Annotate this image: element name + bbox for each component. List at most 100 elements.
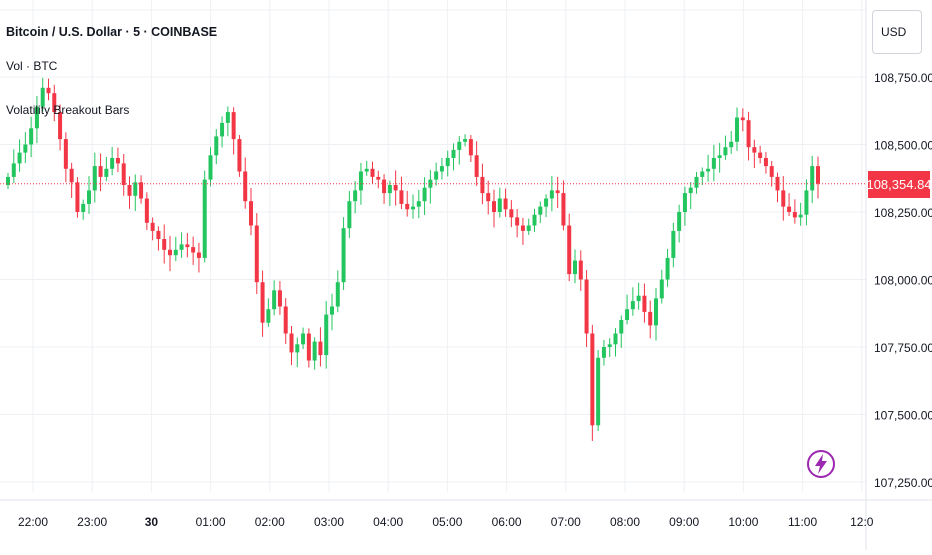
candle-body: [625, 309, 630, 320]
candle-body: [544, 198, 549, 207]
candle-body: [306, 333, 311, 361]
candle-body: [168, 249, 172, 256]
currency-button[interactable]: USD: [872, 10, 922, 54]
candle-body: [81, 203, 86, 212]
y-tick-label: 107,500.00: [874, 409, 932, 423]
candle-body: [711, 158, 716, 169]
candles: [6, 77, 820, 441]
candle-body: [746, 120, 751, 148]
x-tick-label: 08:00: [610, 515, 640, 529]
candle-body: [324, 314, 329, 356]
candle-body: [179, 244, 184, 250]
candle-body: [301, 333, 306, 345]
last-price-tag: 108,354.84: [866, 171, 932, 198]
candle-body: [573, 260, 577, 275]
candle-body: [671, 230, 676, 258]
candle-body: [763, 158, 768, 167]
candle-body: [405, 203, 410, 210]
candle-body: [6, 176, 10, 185]
candle-body: [480, 176, 485, 194]
candle-body: [196, 252, 201, 258]
candle-body: [428, 179, 433, 188]
candle-body: [636, 295, 641, 302]
candle-body: [52, 93, 57, 113]
y-tick-label: 108,250.00: [874, 206, 932, 220]
candle-body: [677, 212, 682, 231]
symbol-title[interactable]: Bitcoin / U.S. Dollar · 5 · COINBASE: [6, 25, 218, 39]
candle-body: [272, 290, 277, 310]
x-tick-label: 12:0: [850, 515, 874, 529]
candle-body: [792, 212, 797, 218]
x-tick-label: 02:00: [255, 515, 285, 529]
candle-body: [277, 290, 282, 307]
candle-body: [335, 282, 340, 307]
lightning-icon[interactable]: [805, 448, 837, 480]
x-tick-label: 03:00: [314, 515, 344, 529]
candle-body: [688, 187, 693, 194]
candle-body: [34, 106, 39, 129]
candle-body: [318, 341, 323, 356]
candle-body: [555, 190, 560, 194]
candle-body: [17, 152, 22, 164]
candle-body: [717, 155, 722, 158]
candle-body: [451, 149, 456, 158]
candle-body: [29, 128, 34, 145]
candle-body: [162, 239, 167, 250]
x-tick-label: 10:00: [728, 515, 758, 529]
x-tick-label: 04:00: [373, 515, 403, 529]
candle-body: [231, 112, 236, 140]
candle-body: [11, 163, 16, 177]
candle-body: [104, 168, 109, 177]
candle-body: [549, 190, 554, 199]
volatility-indicator-label[interactable]: Volatility Breakout Bars: [6, 103, 130, 117]
candle-body: [92, 166, 97, 191]
candle-body: [706, 168, 711, 172]
candle-body: [439, 166, 444, 172]
candle-body: [758, 152, 763, 158]
candle-body: [243, 171, 248, 202]
candle-body: [387, 185, 392, 194]
candle-body: [457, 141, 462, 150]
price-axis[interactable]: 108,750.00 108,500.00 108,250.00 108,000.00…: [865, 0, 932, 550]
candle-body: [208, 155, 213, 180]
x-tick-label: 23:00: [77, 515, 107, 529]
grid: [0, 0, 866, 492]
candle-body: [370, 168, 375, 177]
candle-body: [69, 168, 74, 183]
candle-body: [723, 147, 728, 156]
candle-body: [526, 225, 531, 231]
candle-body: [642, 295, 647, 312]
candle-body: [225, 112, 230, 123]
x-tick-label: 06:00: [492, 515, 522, 529]
candle-body: [804, 190, 809, 215]
time-axis[interactable]: 22:00 23:00 30 01:00 02:00 03:00 04:00 05:00 06:…: [0, 499, 932, 529]
x-tick-label: 05:00: [432, 515, 462, 529]
volume-indicator-label[interactable]: Vol · BTC: [6, 59, 58, 73]
candle-body: [40, 87, 45, 107]
candle-body: [87, 190, 91, 204]
candle-body: [260, 282, 265, 323]
candle-body: [156, 230, 161, 239]
candle-body: [654, 298, 658, 326]
candle-body: [700, 171, 705, 177]
candle-body: [133, 182, 138, 196]
candle-body: [648, 311, 653, 326]
candle-body: [781, 190, 786, 207]
candle-body: [115, 158, 120, 164]
candle-body: [729, 141, 734, 148]
x-tick-label: 30: [145, 515, 159, 529]
candle-body: [121, 163, 126, 185]
currency-label: USD: [881, 25, 907, 39]
candle-body: [353, 190, 358, 202]
candle-body: [769, 166, 774, 177]
candle-body: [382, 179, 387, 194]
y-tick-label: 108,750.00: [874, 71, 932, 85]
candle-body: [607, 344, 612, 347]
candle-body: [139, 182, 144, 199]
candle-body: [509, 209, 514, 218]
candle-body: [58, 112, 63, 140]
y-tick-label: 107,750.00: [874, 341, 932, 355]
candle-body: [601, 347, 606, 358]
candle-body: [295, 344, 300, 353]
